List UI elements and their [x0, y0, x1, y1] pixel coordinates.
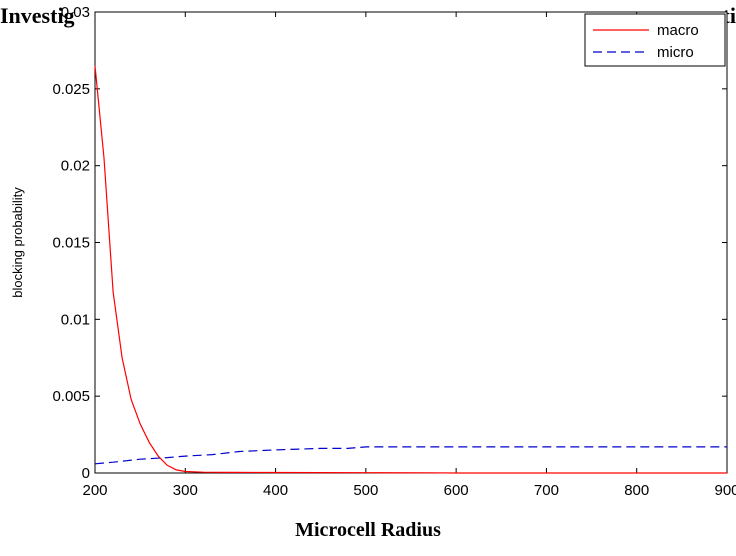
y-tick-label: 0 — [82, 465, 90, 482]
y-tick-label: 0.005 — [52, 388, 90, 405]
page-title-left-fragment: Investig — [0, 3, 75, 28]
y-tick-label: 0.03 — [61, 4, 90, 21]
y-axis-label: blocking probability — [10, 187, 25, 298]
x-tick-label: 500 — [353, 482, 378, 499]
x-tick-label: 900 — [714, 482, 736, 499]
series-line-micro — [94, 446, 727, 465]
x-tick-label: 600 — [444, 482, 469, 499]
legend-label-micro: micro — [657, 44, 694, 61]
page-title-fragment: Investig ti — [0, 3, 736, 43]
x-tick-label: 300 — [173, 482, 198, 499]
series-line-macro — [94, 65, 727, 474]
x-tick-label: 200 — [82, 482, 107, 499]
plot-area — [94, 11, 728, 474]
x-tick-label: 700 — [534, 482, 559, 499]
legend-label-macro: macro — [657, 22, 699, 39]
x-tick-label: 400 — [263, 482, 288, 499]
y-tick-label: 0.02 — [61, 158, 90, 175]
y-tick-label: 0.01 — [61, 311, 90, 328]
legend-box — [584, 13, 726, 67]
y-tick-label: 0.025 — [52, 81, 90, 98]
legend: macro micro — [584, 13, 726, 67]
y-tick-label: 0.015 — [52, 235, 90, 252]
x-tick-label: 800 — [624, 482, 649, 499]
x-axis-label: Microcell Radius — [295, 519, 441, 541]
